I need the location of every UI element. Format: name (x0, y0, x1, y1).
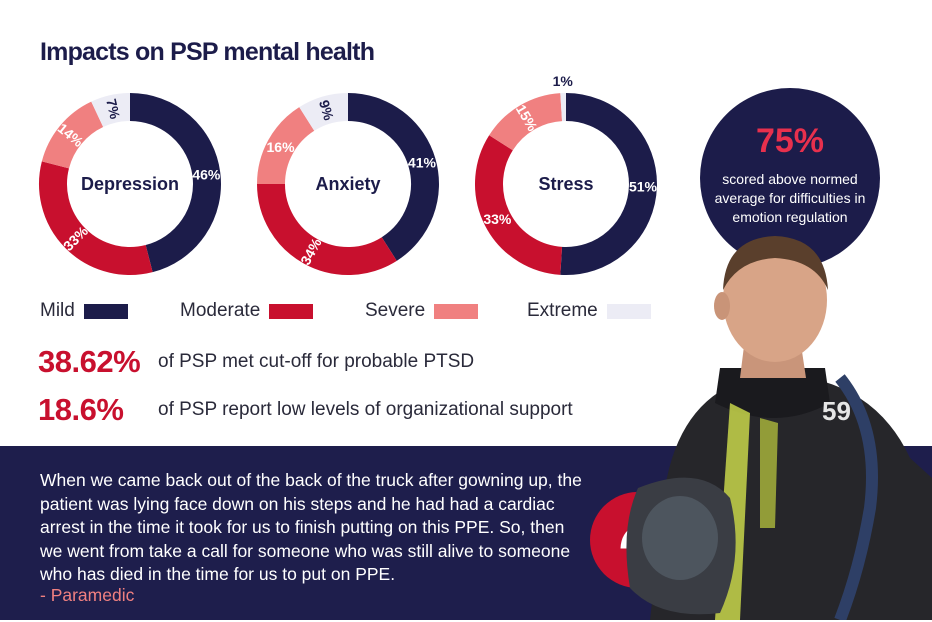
quote-attribution: - Paramedic (40, 585, 134, 606)
callout-percent: 75% (700, 122, 880, 161)
stress-label-moderate: 33% (483, 211, 512, 227)
depression-title: Depression (81, 174, 179, 194)
legend-moderate: Moderate (180, 300, 313, 322)
callout-text: scored above normed average for difficul… (710, 170, 870, 227)
stress-slice-moderate (489, 143, 561, 261)
legend-mild: Mild (40, 300, 128, 322)
firefighter-ear (714, 292, 730, 320)
quote-text: When we came back out of the back of the… (40, 469, 585, 587)
legend-extreme-label: Extreme (527, 300, 598, 322)
mask-visor (642, 496, 718, 580)
legend-severe-label: Severe (365, 300, 425, 322)
legend-moderate-swatch (269, 304, 313, 319)
depression-label-mild: 46% (192, 166, 221, 182)
reflective-stripe-right (760, 418, 778, 528)
stat-support-value: 18.6% (38, 392, 158, 428)
helmet-number: 59 (822, 396, 851, 426)
depression-donut: 46%33%14%7%Depression (53, 97, 221, 261)
anxiety-slice-moderate (271, 184, 389, 261)
stat-ptsd-value: 38.62% (38, 344, 158, 380)
legend-moderate-label: Moderate (180, 300, 260, 322)
anxiety-title: Anxiety (315, 174, 380, 194)
legend-severe-swatch (434, 304, 478, 319)
anxiety-label-severe: 16% (267, 139, 296, 155)
stress-label-extreme: 1% (553, 73, 574, 89)
anxiety-label-mild: 41% (408, 155, 437, 171)
stat-support-text: of PSP report low levels of organization… (158, 399, 573, 421)
stress-label-mild: 51% (629, 178, 658, 194)
stat-ptsd: 38.62% of PSP met cut-off for probable P… (38, 344, 474, 380)
stress-title: Stress (538, 174, 593, 194)
legend-mild-label: Mild (40, 300, 75, 322)
firefighter-photo: 59 (610, 228, 932, 620)
legend-mild-swatch (84, 304, 128, 319)
stat-ptsd-text: of PSP met cut-off for probable PTSD (158, 351, 474, 373)
legend-severe: Severe (365, 300, 478, 322)
stat-support: 18.6% of PSP report low levels of organi… (38, 392, 573, 428)
anxiety-donut: 41%34%16%9%Anxiety (267, 98, 437, 268)
